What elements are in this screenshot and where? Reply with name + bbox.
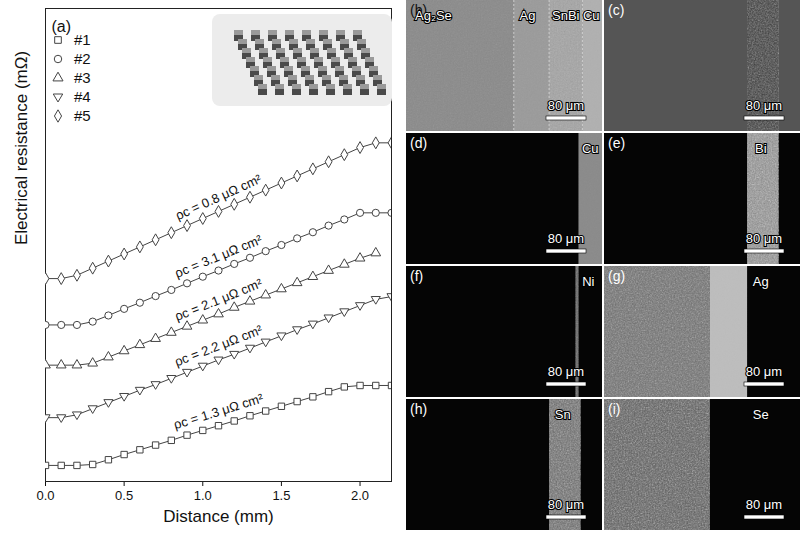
svg-text:Distance (mm): Distance (mm) — [163, 507, 274, 526]
svg-text:Electrical resistance (mΩ): Electrical resistance (mΩ) — [12, 51, 31, 245]
svg-text:Ag₂Se: Ag₂Se — [415, 8, 452, 23]
svg-text:ρc = 2.2 μΩ cm²: ρc = 2.2 μΩ cm² — [172, 322, 265, 369]
svg-text:(f): (f) — [410, 268, 423, 284]
svg-text:#3: #3 — [74, 69, 91, 86]
svg-text:0.0: 0.0 — [36, 488, 54, 503]
svg-text:#2: #2 — [74, 50, 91, 67]
svg-text:(d): (d) — [410, 135, 427, 151]
svg-text:Ni: Ni — [582, 274, 594, 289]
svg-text:#4: #4 — [74, 88, 91, 105]
svg-text:80 μm: 80 μm — [548, 364, 584, 379]
svg-text:1.5: 1.5 — [272, 488, 290, 503]
svg-text:(a): (a) — [52, 18, 72, 35]
svg-text:Cu: Cu — [582, 141, 599, 156]
svg-text:1.0: 1.0 — [194, 488, 212, 503]
svg-text:#1: #1 — [74, 31, 91, 48]
svg-text:(h): (h) — [410, 401, 427, 417]
svg-text:80 μm: 80 μm — [548, 231, 584, 246]
svg-text:0.5: 0.5 — [115, 488, 133, 503]
svg-text:80 μm: 80 μm — [548, 497, 584, 512]
svg-text:(i): (i) — [608, 401, 620, 417]
svg-text:ρc = 2.1 μΩ cm²: ρc = 2.1 μΩ cm² — [172, 275, 264, 324]
svg-text:ρc = 1.3 μΩ cm²: ρc = 1.3 μΩ cm² — [172, 390, 266, 432]
svg-text:80 μm: 80 μm — [548, 98, 584, 113]
svg-text:Cu: Cu — [583, 8, 600, 23]
svg-text:80 μm: 80 μm — [746, 98, 782, 113]
svg-text:Sn: Sn — [555, 407, 571, 422]
svg-text:(c): (c) — [608, 2, 624, 18]
svg-text:80 μm: 80 μm — [746, 497, 782, 512]
svg-text:#5: #5 — [74, 107, 91, 124]
svg-text:ρc = 0.8 μΩ cm²: ρc = 0.8 μΩ cm² — [173, 171, 264, 223]
svg-text:Bi: Bi — [755, 141, 767, 156]
svg-text:(g): (g) — [608, 268, 625, 284]
svg-text:Ag: Ag — [520, 8, 536, 23]
svg-text:80 μm: 80 μm — [746, 364, 782, 379]
svg-text:Se: Se — [753, 407, 769, 422]
svg-text:2.0: 2.0 — [351, 488, 369, 503]
svg-text:SnBi: SnBi — [552, 8, 580, 23]
svg-text:(e): (e) — [608, 135, 625, 151]
svg-text:ρc = 3.1 μΩ cm²: ρc = 3.1 μΩ cm² — [173, 232, 265, 281]
svg-text:Ag: Ag — [753, 274, 769, 289]
svg-text:80 μm: 80 μm — [746, 231, 782, 246]
